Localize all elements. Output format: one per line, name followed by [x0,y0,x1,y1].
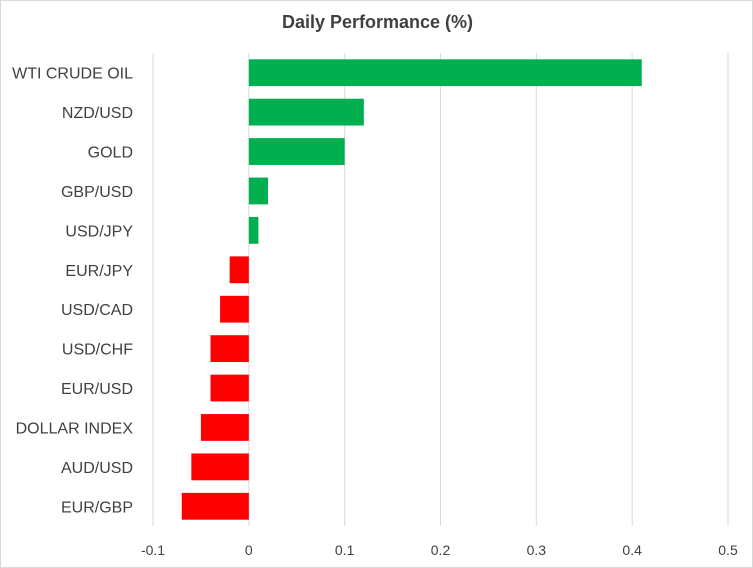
bars [181,59,642,520]
category-label: EUR/USD [61,381,133,398]
gridlines [152,53,729,526]
bar [191,453,249,481]
bar [248,138,345,165]
category-label: AUD/USD [61,460,133,477]
bar [210,335,249,363]
bar [200,414,249,441]
x-tick-label: 0.2 [431,542,451,558]
bar [248,216,259,244]
category-label: EUR/GBP [61,499,133,516]
category-label: USD/CHF [62,342,133,359]
category-label: USD/JPY [65,223,133,240]
category-label: GOLD [88,145,133,162]
category-label: DOLLAR INDEX [16,420,134,437]
bar [181,492,249,520]
category-label: GBP/USD [61,184,133,201]
bar [248,177,268,205]
x-tick-label: 0.4 [622,542,642,558]
bar [229,256,249,284]
x-tick-label: 0.3 [527,542,547,558]
category-labels: WTI CRUDE OIL NZD/USD GOLD GBP/USD USD/JPY EU… [12,66,133,517]
bar [248,59,642,87]
x-tick-label: 0.5 [718,542,738,558]
x-tick-label: 0 [245,542,253,558]
chart-title: Daily Performance (%) [281,12,474,32]
x-axis-tick-labels: -0.1 0 0.1 0.2 0.3 0.4 0.5 [141,542,738,558]
category-label: USD/CAD [61,302,133,319]
category-label: WTI CRUDE OIL [12,66,133,83]
category-label: NZD/USD [62,105,133,122]
bar [248,98,364,126]
bar [220,295,249,323]
x-tick-label: -0.1 [141,542,165,558]
bar [210,374,249,402]
x-tick-label: 0.1 [335,542,355,558]
category-label: EUR/JPY [65,263,133,280]
